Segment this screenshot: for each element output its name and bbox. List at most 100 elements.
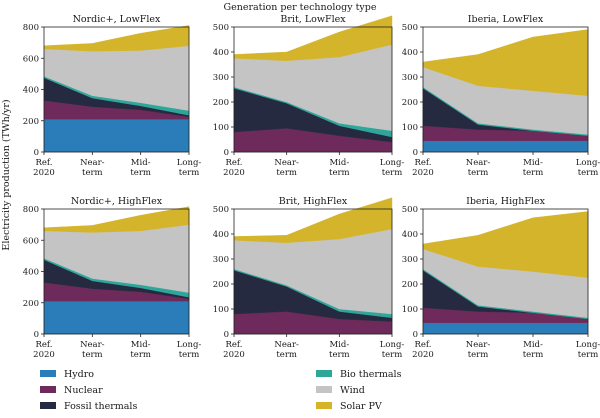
- area-hydro: [43, 118, 190, 153]
- panel-1: Nordic+, LowFlex 0 200 400 600 800 Ref. 2020 Nea…: [23, 14, 202, 178]
- x-tick-label: Mid-term: [329, 340, 350, 360]
- y-tick-label: 200: [23, 117, 39, 127]
- x-tick-label: Long-term: [576, 340, 600, 360]
- legend-swatch: [316, 386, 332, 393]
- y-tick-label: 400: [23, 86, 39, 96]
- x-tick-label: Long-term: [380, 340, 405, 360]
- legend-label: Wind: [340, 385, 365, 396]
- x-tick-label: Near-term: [80, 340, 105, 360]
- x-tick-label: Mid-term: [523, 158, 544, 178]
- y-tick-label: 400: [402, 230, 418, 240]
- x-tick-label: Long-term: [576, 158, 600, 178]
- panel-4: Nordic+, HighFlex 0 200 400 600 800 Ref. 2020 Ne…: [23, 196, 202, 360]
- y-tick-label: 200: [23, 299, 39, 309]
- y-tick-label: 0: [224, 330, 229, 340]
- x-tick-label: Ref. 2020: [223, 340, 245, 360]
- y-tick-label: 400: [213, 230, 229, 240]
- plot-frame: [233, 26, 393, 153]
- y-tick-label: 100: [213, 305, 229, 315]
- plot-frame: [422, 208, 589, 335]
- y-tick-label: 600: [23, 236, 39, 246]
- y-tick-label: 100: [402, 123, 418, 133]
- legend-item-hydro: Hydro: [40, 369, 94, 380]
- x-tick-label: Ref. 2020: [33, 340, 55, 360]
- panel-title: Iberia, LowFlex: [468, 14, 544, 25]
- y-axis-label: Electricity production (TWh/yr): [1, 99, 12, 250]
- x-tick-label: Mid-term: [523, 340, 544, 360]
- x-tick-label: Near-term: [274, 158, 299, 178]
- panel-title: Nordic+, LowFlex: [73, 14, 161, 25]
- panel-title: Nordic+, HighFlex: [71, 196, 163, 207]
- y-tick-label: 400: [23, 268, 39, 278]
- y-tick-label: 0: [34, 330, 39, 340]
- panel-6: Iberia, HighFlex 0 100 200 300 400 500 Ref. 2020…: [402, 196, 600, 360]
- legend-label: Bio thermals: [340, 369, 402, 380]
- legend-label: Fossil thermals: [64, 401, 137, 412]
- x-tick-label: Mid-term: [329, 158, 350, 178]
- panels: Nordic+, LowFlex 0 200 400 600 800 Ref. 2020 Nea…: [23, 14, 600, 360]
- legend-swatch: [316, 402, 332, 409]
- y-tick-label: 100: [402, 305, 418, 315]
- area-hydro: [422, 140, 589, 153]
- legend-swatch: [316, 370, 332, 377]
- x-tick-label: Ref. 2020: [33, 158, 55, 178]
- figure-title: Generation per technology type: [224, 2, 377, 13]
- y-tick-label: 500: [213, 205, 229, 215]
- x-tick-label: Long-term: [177, 340, 202, 360]
- legend: Hydro Nuclear Fossil thermals Bio thermals W…: [40, 369, 402, 412]
- x-tick-label: Ref. 2020: [412, 340, 434, 360]
- legend-item-bio-thermals: Bio thermals: [316, 369, 402, 380]
- x-tick-label: Mid-term: [130, 340, 151, 360]
- y-tick-label: 200: [213, 98, 229, 108]
- legend-swatch: [40, 386, 56, 393]
- y-tick-label: 500: [402, 23, 418, 33]
- y-tick-label: 200: [402, 98, 418, 108]
- y-tick-label: 600: [23, 54, 39, 64]
- legend-swatch: [40, 402, 56, 409]
- x-tick-label: Near-term: [466, 340, 491, 360]
- area-hydro: [422, 322, 589, 335]
- y-tick-label: 300: [402, 255, 418, 265]
- legend-label: Solar PV: [340, 401, 382, 412]
- x-tick-label: Near-term: [80, 158, 105, 178]
- y-tick-label: 300: [213, 73, 229, 83]
- y-tick-label: 0: [413, 330, 418, 340]
- y-tick-label: 300: [213, 255, 229, 265]
- y-tick-label: 400: [402, 48, 418, 58]
- x-tick-label: Long-term: [380, 158, 405, 178]
- x-tick-label: Ref. 2020: [223, 158, 245, 178]
- x-tick-label: Ref. 2020: [412, 158, 434, 178]
- y-tick-label: 100: [213, 123, 229, 133]
- panel-3: Iberia, LowFlex 0 100 200 300 400 500 Ref. 2020 N…: [402, 14, 600, 178]
- y-tick-label: 500: [213, 23, 229, 33]
- y-tick-label: 0: [224, 148, 229, 158]
- panel-title: Brit, HighFlex: [279, 196, 348, 207]
- y-tick-label: 0: [34, 148, 39, 158]
- legend-item-fossil-thermals: Fossil thermals: [40, 401, 137, 412]
- legend-label: Hydro: [64, 369, 94, 380]
- y-tick-label: 300: [402, 73, 418, 83]
- legend-label: Nuclear: [64, 385, 103, 396]
- y-tick-label: 800: [23, 205, 39, 215]
- x-tick-label: Mid-term: [130, 158, 151, 178]
- panel-2: Brit, LowFlex 0 100 200 300 400 500 Ref. 2020 Nea…: [213, 14, 405, 178]
- legend-swatch: [40, 370, 56, 377]
- y-tick-label: 200: [213, 280, 229, 290]
- panel-title: Brit, LowFlex: [280, 14, 346, 25]
- area-solar-pv: [43, 25, 190, 52]
- y-tick-label: 500: [402, 205, 418, 215]
- legend-item-wind: Wind: [316, 385, 365, 396]
- y-tick-label: 800: [23, 23, 39, 33]
- panel-5: Brit, HighFlex 0 100 200 300 400 500 Ref. 2020 Ne…: [213, 196, 405, 360]
- x-tick-label: Near-term: [466, 158, 491, 178]
- legend-item-solar-pv: Solar PV: [316, 401, 382, 412]
- y-tick-label: 400: [213, 48, 229, 58]
- y-tick-label: 0: [413, 148, 418, 158]
- plot-frame: [233, 208, 393, 335]
- x-tick-label: Long-term: [177, 158, 202, 178]
- plot-frame: [422, 26, 589, 153]
- area-hydro: [43, 300, 190, 335]
- panel-title: Iberia, HighFlex: [466, 196, 546, 207]
- legend-item-nuclear: Nuclear: [40, 385, 103, 396]
